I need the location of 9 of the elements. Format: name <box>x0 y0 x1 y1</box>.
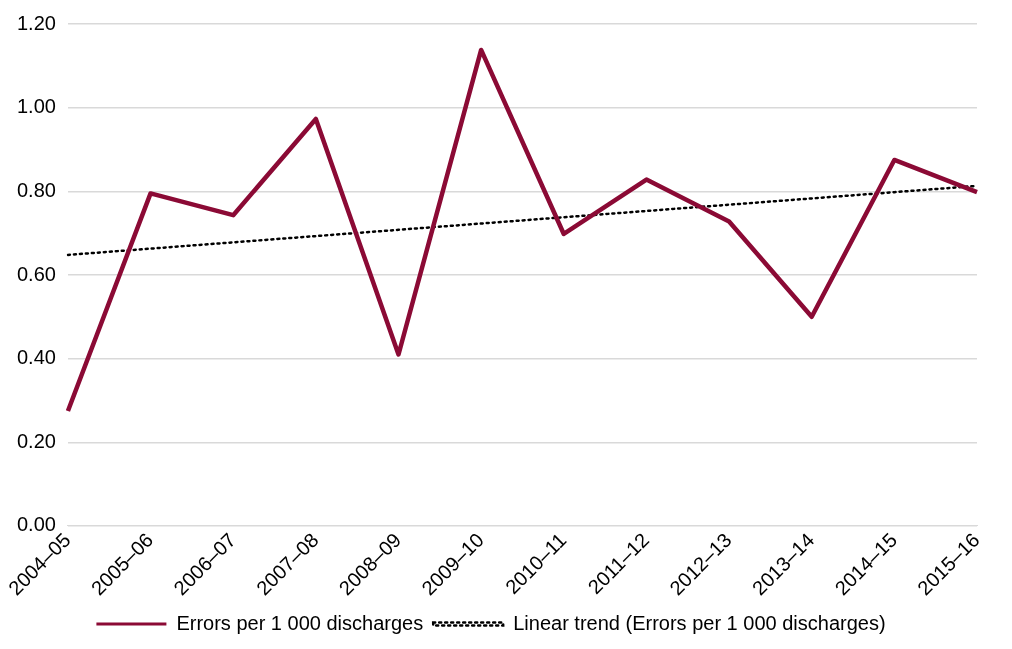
y-tick-label: 1.00 <box>16 95 56 118</box>
legend-label: Errors per 1 000 discharges <box>176 611 424 634</box>
y-tick-label: 0.00 <box>16 513 56 536</box>
y-tick-label: 1.20 <box>16 11 56 34</box>
y-tick-label: 0.60 <box>16 262 56 285</box>
y-tick-label: 0.80 <box>16 178 56 201</box>
y-tick-label: 0.40 <box>16 346 56 369</box>
legend-label: Linear trend (Errors per 1 000 discharges) <box>513 611 886 634</box>
y-tick-label: 0.20 <box>16 429 56 452</box>
